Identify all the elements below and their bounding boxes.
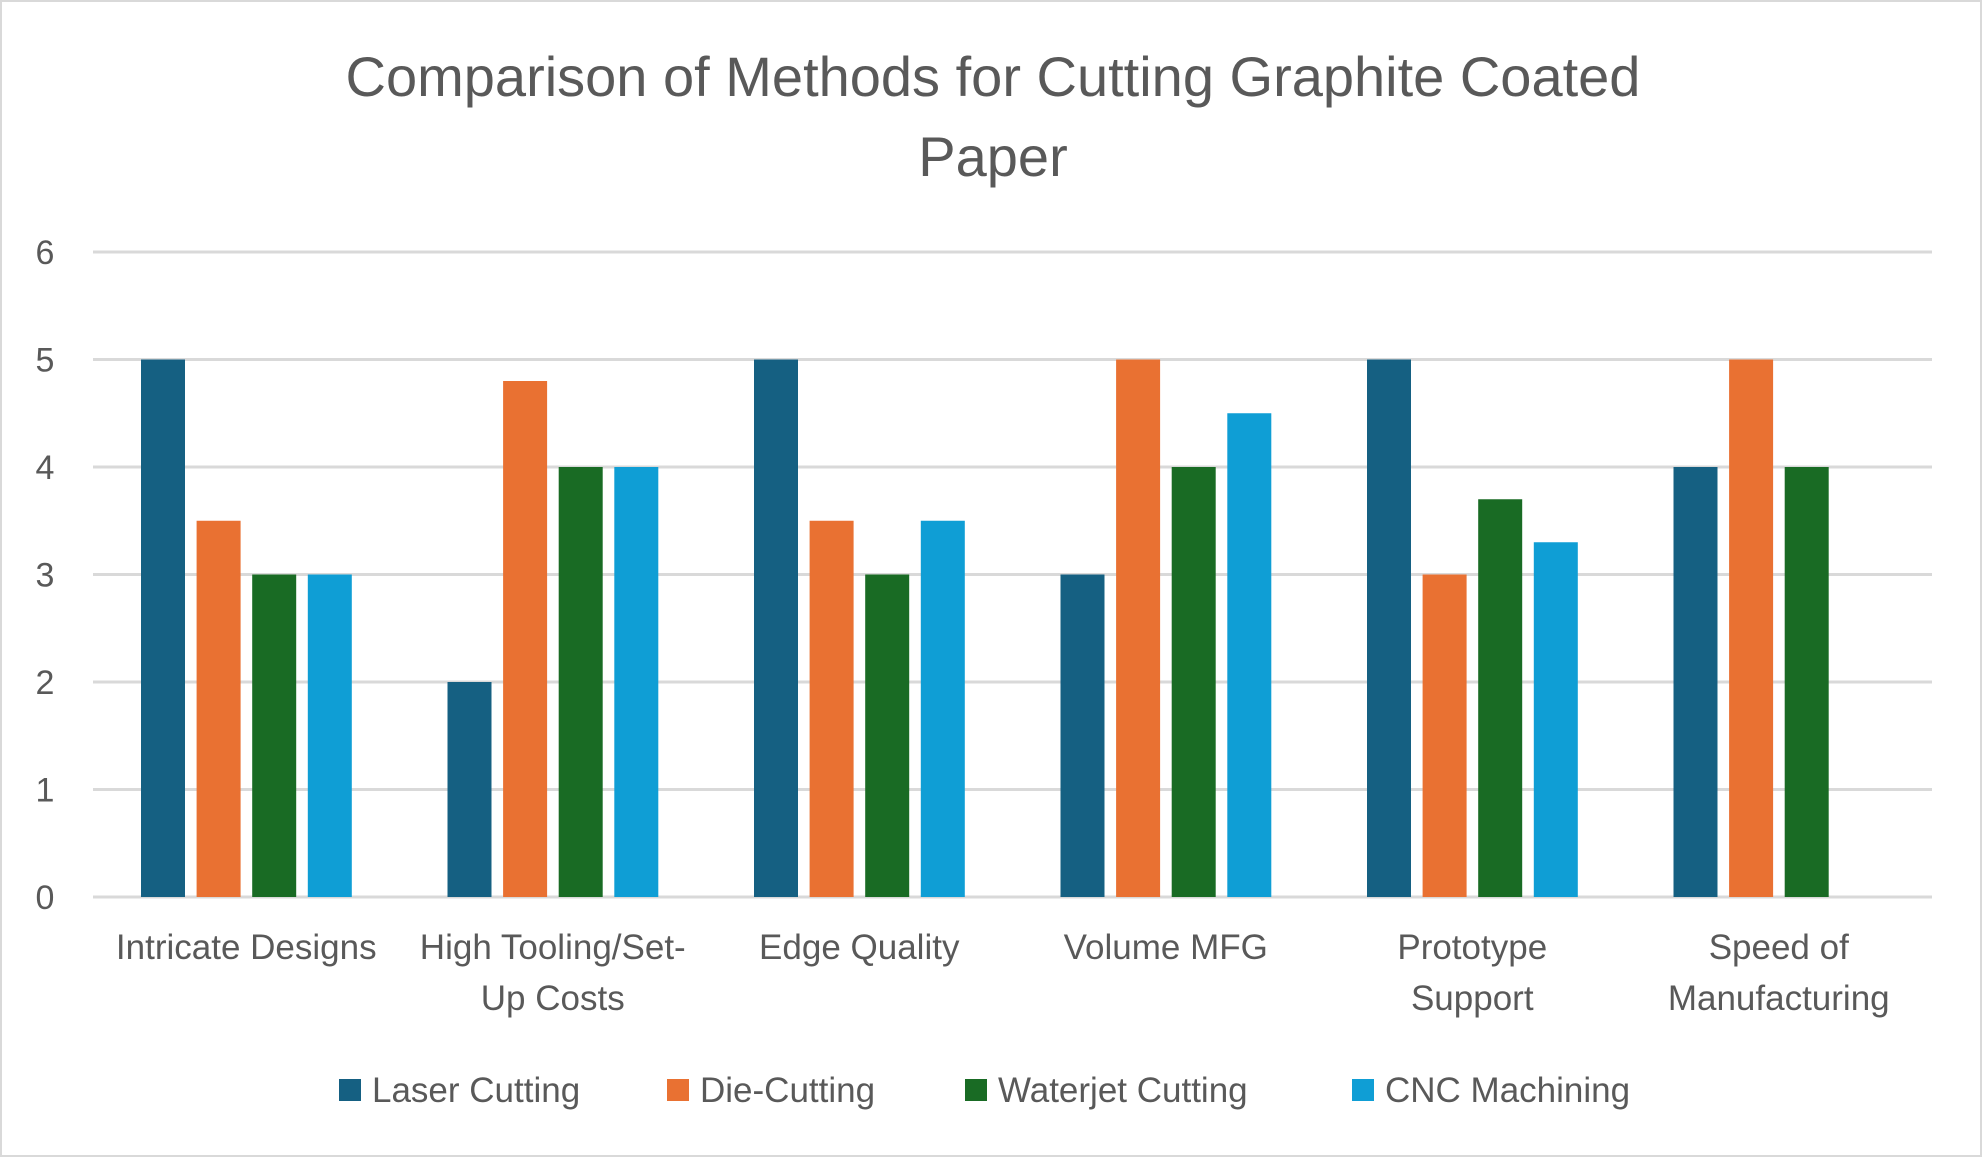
legend-item: Die-Cutting bbox=[667, 1071, 875, 1110]
legend-swatch bbox=[1352, 1079, 1374, 1101]
x-tick-label: Intricate Designs bbox=[116, 928, 377, 967]
x-tick-label: Support bbox=[1411, 979, 1534, 1018]
bar-cnc-machining-3 bbox=[920, 520, 965, 897]
bar-laser-cutting-1 bbox=[141, 359, 185, 897]
bar-laser-cutting-4 bbox=[1060, 574, 1105, 897]
bar-waterjet-cutting-6 bbox=[1784, 467, 1829, 897]
x-tick-label: Manufacturing bbox=[1668, 979, 1890, 1018]
bar-cnc-machining-5 bbox=[1533, 542, 1578, 897]
bar-die-cutting-6 bbox=[1729, 359, 1774, 897]
bar-cnc-machining-2 bbox=[614, 467, 659, 897]
bar-laser-cutting-5 bbox=[1367, 359, 1411, 897]
y-tick-label: 0 bbox=[36, 879, 55, 917]
bar-die-cutting-1 bbox=[196, 520, 241, 897]
y-tick-label: 5 bbox=[36, 342, 55, 380]
bar-waterjet-cutting-2 bbox=[558, 467, 603, 897]
bar-die-cutting-3 bbox=[809, 520, 854, 897]
bar-die-cutting-2 bbox=[503, 381, 548, 897]
x-axis-ticks: Intricate Designs High Tooling/Set- Up Cos… bbox=[116, 928, 1890, 1018]
bars bbox=[141, 359, 1829, 897]
bar-cnc-machining-1 bbox=[307, 574, 352, 897]
x-tick-label: Volume MFG bbox=[1064, 928, 1268, 967]
legend-label: Waterjet Cutting bbox=[998, 1071, 1248, 1110]
legend-item: Laser Cutting bbox=[339, 1071, 580, 1110]
legend-item: Waterjet Cutting bbox=[965, 1071, 1248, 1110]
chart-title-line: Paper bbox=[918, 125, 1067, 188]
legend-swatch bbox=[667, 1079, 689, 1101]
x-tick-label: Up Costs bbox=[481, 979, 625, 1018]
chart-title: Comparison of Methods for Cutting Graphi… bbox=[346, 45, 1641, 188]
bar-laser-cutting-6 bbox=[1673, 467, 1718, 897]
y-tick-label: 1 bbox=[36, 772, 55, 810]
legend-swatch bbox=[965, 1079, 987, 1101]
bar-waterjet-cutting-5 bbox=[1478, 499, 1523, 897]
chart-title-line: Comparison of Methods for Cutting Graphi… bbox=[346, 45, 1641, 108]
bar-waterjet-cutting-4 bbox=[1171, 467, 1216, 897]
legend-swatch bbox=[339, 1079, 361, 1101]
legend-label: Die-Cutting bbox=[700, 1071, 875, 1110]
y-tick-label: 2 bbox=[36, 664, 55, 702]
y-tick-label: 4 bbox=[36, 449, 55, 487]
x-tick-label: Speed of bbox=[1709, 928, 1849, 967]
bar-laser-cutting-3 bbox=[754, 359, 798, 897]
bar-cnc-machining-4 bbox=[1227, 413, 1272, 897]
x-tick-label: Prototype bbox=[1397, 928, 1547, 967]
y-tick-label: 6 bbox=[36, 234, 55, 272]
bar-die-cutting-4 bbox=[1116, 359, 1161, 897]
legend-label: CNC Machining bbox=[1385, 1071, 1630, 1110]
bar-laser-cutting-2 bbox=[447, 682, 492, 897]
x-tick-label: Edge Quality bbox=[759, 928, 960, 967]
bar-waterjet-cutting-3 bbox=[865, 574, 910, 897]
legend-label: Laser Cutting bbox=[372, 1071, 580, 1110]
legend: Laser Cutting Die-Cutting Waterjet Cutting… bbox=[339, 1071, 1630, 1110]
legend-item: CNC Machining bbox=[1352, 1071, 1630, 1110]
bar-waterjet-cutting-1 bbox=[252, 574, 297, 897]
y-axis-ticks: 0 1 2 3 4 5 6 bbox=[36, 234, 55, 917]
gridlines bbox=[93, 250, 1932, 899]
x-tick-label: High Tooling/Set- bbox=[420, 928, 686, 967]
bar-die-cutting-5 bbox=[1422, 574, 1467, 897]
y-tick-label: 3 bbox=[36, 557, 55, 595]
